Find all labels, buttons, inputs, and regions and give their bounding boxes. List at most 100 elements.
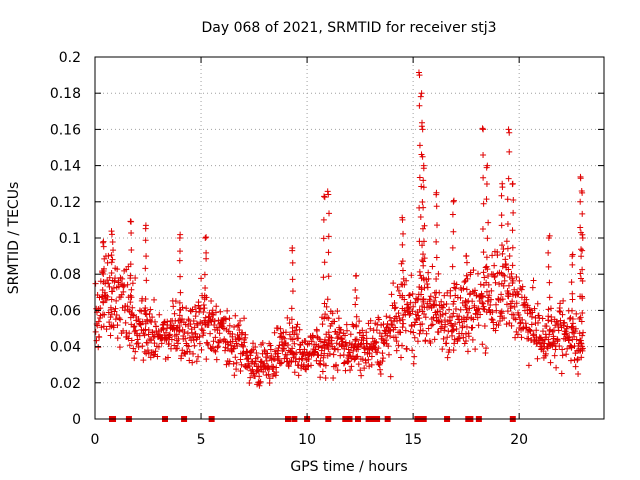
data-point [321, 345, 328, 352]
data-point [130, 345, 137, 352]
y-tick-label: 0.18 [50, 86, 81, 102]
data-point [187, 321, 194, 328]
data-point [214, 344, 221, 351]
data-point [164, 354, 171, 361]
data-point [444, 334, 451, 341]
data-point [179, 316, 185, 323]
data-point [124, 303, 131, 310]
data-point [149, 329, 156, 336]
data-point [463, 306, 470, 313]
data-point [509, 244, 516, 251]
data-point [137, 321, 144, 328]
data-point [552, 322, 559, 329]
data-point [487, 301, 494, 308]
data-point [256, 373, 263, 380]
data-point [393, 347, 400, 354]
data-point [419, 320, 426, 327]
data-point [572, 363, 579, 370]
data-point [375, 345, 382, 352]
data-point [313, 327, 320, 334]
data-point [186, 348, 193, 355]
data-point [416, 330, 423, 337]
data-point [178, 352, 185, 359]
data-point [399, 324, 406, 331]
data-point [139, 343, 146, 350]
data-point [211, 347, 218, 354]
data-point [569, 296, 576, 303]
data-point [223, 361, 230, 368]
data-point [530, 332, 537, 339]
data-point [282, 329, 289, 336]
data-point [107, 314, 114, 321]
data-point [201, 271, 208, 278]
data-point [572, 325, 579, 332]
data-point [427, 293, 434, 300]
data-point [377, 371, 384, 378]
data-point [110, 247, 117, 254]
data-point [496, 281, 503, 288]
data-point [569, 290, 576, 297]
data-point [529, 309, 536, 316]
data-point [392, 304, 399, 311]
data-point [465, 333, 472, 340]
data-point [526, 306, 533, 313]
data-point [112, 305, 119, 312]
data-point [551, 352, 558, 359]
data-point [211, 318, 218, 325]
data-point [382, 328, 389, 335]
data-point [415, 69, 422, 76]
data-point [475, 322, 482, 329]
data-point [498, 270, 505, 277]
data-point [433, 254, 440, 261]
data-point [325, 315, 332, 322]
data-point [260, 368, 267, 375]
data-point [192, 330, 199, 337]
data-point [416, 174, 423, 181]
data-point [414, 296, 421, 303]
data-point [425, 325, 432, 332]
data-point [400, 230, 407, 237]
data-point [445, 328, 452, 335]
data-point [441, 292, 448, 299]
data-point [193, 308, 200, 315]
data-point [275, 350, 282, 357]
data-point [383, 337, 390, 344]
grid-lines [95, 57, 604, 419]
data-point [505, 175, 512, 182]
data-point [182, 335, 189, 342]
data-point [100, 299, 107, 306]
data-point [278, 359, 285, 366]
data-point [319, 368, 326, 375]
data-point [99, 239, 106, 246]
data-point [216, 330, 223, 337]
data-point [100, 238, 107, 245]
x-tick-label: 5 [197, 432, 206, 448]
data-point [432, 311, 439, 318]
data-point [390, 280, 397, 287]
data-point [110, 285, 117, 292]
data-point [155, 343, 162, 350]
data-point [464, 309, 471, 316]
data-point [569, 320, 576, 327]
data-point [489, 309, 496, 316]
data-point [395, 310, 402, 317]
data-point [284, 351, 291, 358]
data-point [237, 368, 244, 375]
data-point [514, 331, 521, 338]
data-point [433, 203, 440, 210]
data-point [481, 274, 488, 281]
data-point [301, 346, 308, 353]
data-point [202, 321, 209, 328]
data-point [101, 265, 108, 272]
data-point [100, 278, 107, 285]
data-point [407, 328, 414, 335]
data-point [579, 210, 586, 217]
data-point [439, 311, 446, 318]
data-point [434, 222, 441, 229]
data-point [579, 235, 586, 241]
data-point [325, 233, 332, 240]
data-point [207, 330, 214, 337]
data-point [421, 311, 428, 318]
data-point [490, 319, 497, 326]
data-point [579, 277, 586, 284]
